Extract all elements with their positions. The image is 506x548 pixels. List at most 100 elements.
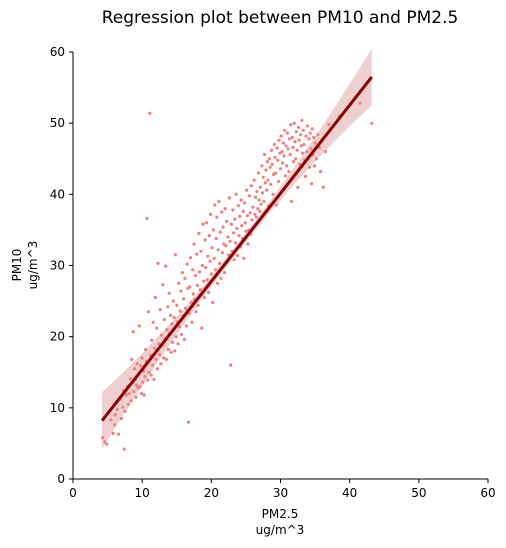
scatter-point xyxy=(202,295,206,300)
scatter-point xyxy=(319,170,323,174)
scatter-point xyxy=(217,199,221,203)
scatter-point xyxy=(198,270,202,274)
scatter-point xyxy=(240,224,244,228)
scatter-point xyxy=(121,405,125,409)
scatter-point xyxy=(184,306,188,310)
scatter-point xyxy=(101,436,105,440)
scatter-point xyxy=(297,138,301,142)
scatter-point xyxy=(252,178,256,182)
scatter-point xyxy=(221,225,225,229)
scatter-point xyxy=(245,188,249,192)
scatter-point xyxy=(211,300,215,305)
scatter-point xyxy=(113,413,117,417)
scatter-point xyxy=(149,373,153,377)
scatter-point xyxy=(213,268,218,272)
x-tick-label: 30 xyxy=(273,486,288,500)
scatter-point xyxy=(218,230,222,234)
x-axis-label-line-2: ug/m^3 xyxy=(256,523,305,537)
scatter-point xyxy=(185,262,189,266)
scatter-point xyxy=(138,384,142,389)
scatter-point xyxy=(281,161,285,165)
scatter-point xyxy=(227,253,231,257)
scatter-point xyxy=(162,318,166,322)
scatter-point xyxy=(303,174,307,179)
y-tick-label: 20 xyxy=(50,330,65,344)
scatter-point xyxy=(299,144,303,148)
scatter-point xyxy=(172,315,176,320)
scatter-point xyxy=(208,259,212,263)
scatter-point xyxy=(236,204,240,208)
scatter-point xyxy=(142,393,146,397)
scatter-point xyxy=(254,215,258,219)
scatter-point xyxy=(157,342,161,346)
scatter-point xyxy=(209,212,213,216)
x-tick-label: 40 xyxy=(342,486,357,500)
scatter-point xyxy=(203,238,207,242)
scatter-point xyxy=(177,281,181,285)
scatter-point xyxy=(195,283,200,287)
scatter-point xyxy=(168,313,173,317)
x-tick-label: 20 xyxy=(204,486,219,500)
scatter-point xyxy=(231,231,236,235)
scatter-point xyxy=(124,393,128,397)
scatter-point xyxy=(123,409,127,413)
scatter-point xyxy=(249,184,253,188)
y-tick-label: 0 xyxy=(57,472,65,486)
scatter-point xyxy=(274,171,278,175)
scatter-point xyxy=(209,272,213,276)
scatter-point xyxy=(175,303,179,307)
scatter-point xyxy=(238,214,242,218)
scatter-point xyxy=(166,347,170,352)
scatter-point xyxy=(164,264,168,268)
scatter-point xyxy=(278,167,283,171)
scatter-point xyxy=(223,207,227,211)
scatter-point xyxy=(250,218,254,222)
scatter-point xyxy=(308,131,312,135)
scatter-point xyxy=(270,162,274,166)
x-tick-label: 10 xyxy=(135,486,150,500)
scatter-point xyxy=(212,256,216,260)
axes-layer xyxy=(72,52,488,480)
scatter-point xyxy=(292,121,296,125)
scatter-point xyxy=(316,133,320,137)
scatter-point xyxy=(144,347,148,352)
scatter-point xyxy=(171,299,175,303)
scatter-point xyxy=(207,290,211,295)
scatter-point xyxy=(283,128,287,132)
scatter-point xyxy=(287,137,292,141)
scatter-point xyxy=(321,185,325,189)
scatter-point xyxy=(176,342,180,346)
scatter-point xyxy=(182,337,186,342)
scatter-point xyxy=(137,324,141,328)
scatter-point xyxy=(157,352,162,357)
scatter-point xyxy=(105,442,109,446)
scatter-point xyxy=(155,367,159,371)
scatter-point xyxy=(135,383,139,387)
regression-line xyxy=(100,75,373,422)
scatter-point xyxy=(194,310,198,314)
scatter-point xyxy=(231,208,235,212)
scatter-point xyxy=(224,244,228,248)
scatter-point xyxy=(177,325,182,329)
scatter-point xyxy=(159,362,163,366)
scatter-point xyxy=(234,192,238,196)
scatter-point xyxy=(229,363,233,367)
scatter-point xyxy=(301,128,305,132)
scatter-point xyxy=(166,305,170,309)
scatter-point xyxy=(281,141,285,145)
scatter-point xyxy=(222,271,227,275)
scatter-point xyxy=(174,335,178,339)
y-tick-label: 60 xyxy=(50,45,65,59)
scatter-point xyxy=(291,145,295,149)
scatter-point xyxy=(112,423,117,427)
y-tick-label: 30 xyxy=(50,259,65,273)
scatter-point xyxy=(225,219,229,223)
scatter-point xyxy=(295,148,299,152)
scatter-point xyxy=(158,308,162,312)
scatter-point xyxy=(178,309,182,313)
scatter-point xyxy=(216,248,220,252)
scatter-point xyxy=(219,276,223,280)
scatter-point xyxy=(171,340,175,344)
scatter-point xyxy=(310,127,314,131)
scatter-point xyxy=(183,276,187,280)
